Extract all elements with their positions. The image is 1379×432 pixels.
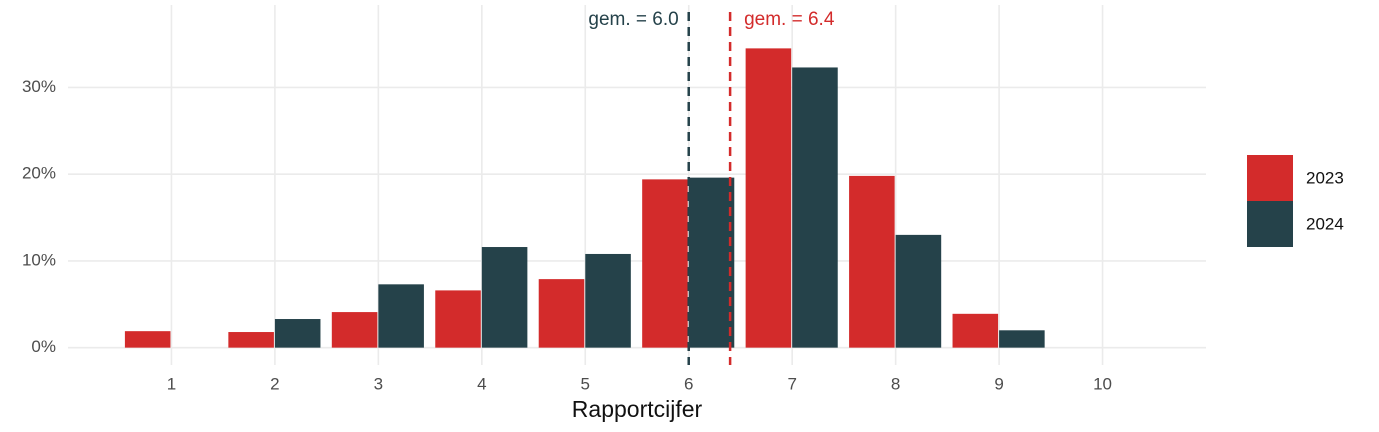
bar: [849, 175, 895, 348]
bar: [124, 331, 171, 348]
bar: [274, 319, 321, 348]
x-tick-label: 10: [1093, 374, 1112, 393]
x-tick-label: 8: [891, 374, 900, 393]
bar: [378, 284, 424, 348]
bar: [745, 48, 792, 348]
bar: [999, 330, 1045, 348]
bar: [952, 313, 999, 348]
bar: [435, 290, 481, 348]
x-tick-label: 1: [167, 374, 176, 393]
bar: [538, 279, 585, 348]
x-axis-title: Rapportcijfer: [572, 396, 703, 422]
bar: [228, 332, 274, 348]
bar: [481, 247, 528, 348]
bar: [688, 177, 735, 348]
mean-label: gem. = 6.0: [588, 9, 678, 30]
bar: [895, 234, 942, 348]
x-tick-label: 7: [787, 374, 796, 393]
y-tick-label: 10%: [22, 250, 56, 269]
bar: [585, 253, 631, 348]
x-tick-label: 3: [374, 374, 383, 393]
x-tick-label: 5: [581, 374, 590, 393]
legend-label: 2023: [1306, 168, 1344, 187]
x-tick-label: 6: [684, 374, 693, 393]
x-tick-label: 4: [477, 374, 486, 393]
bar: [792, 67, 838, 348]
legend-swatch: [1247, 201, 1293, 247]
legend-label: 2024: [1306, 214, 1344, 233]
x-tick-label: 9: [994, 374, 1003, 393]
legend-swatch: [1247, 155, 1293, 201]
bar: [331, 312, 378, 348]
y-tick-label: 0%: [31, 337, 56, 356]
y-tick-label: 30%: [22, 77, 56, 96]
y-tick-label: 20%: [22, 164, 56, 183]
x-tick-label: 2: [270, 374, 279, 393]
mean-label: gem. = 6.4: [744, 9, 835, 30]
bar: [642, 179, 688, 348]
